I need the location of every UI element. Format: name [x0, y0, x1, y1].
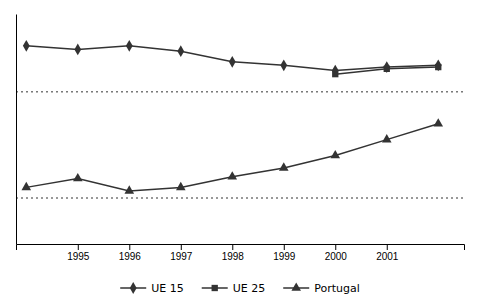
legend-label: UE 25 — [233, 282, 266, 295]
data-point — [177, 45, 184, 57]
tick-mark — [181, 244, 182, 250]
x-tick: 1996 — [119, 244, 142, 262]
data-point — [227, 171, 237, 179]
tick-label: 1997 — [170, 251, 193, 262]
data-point — [383, 61, 390, 73]
x-tick: 2001 — [376, 244, 399, 262]
data-point — [73, 173, 83, 181]
chart: 1995 1996 1997 1998 1999 2000 2001 UE 15 UE 25 Po… — [0, 0, 480, 306]
data-point — [435, 64, 441, 70]
legend-label: Portugal — [314, 282, 360, 295]
tick-label: 1995 — [67, 251, 90, 262]
tick-mark — [284, 244, 285, 250]
plot: 1995 1996 1997 1998 1999 2000 2001 — [16, 15, 465, 263]
tick-mark — [129, 244, 130, 250]
series-line — [26, 46, 438, 71]
tick-label: 2001 — [376, 251, 399, 262]
y-axis — [16, 15, 17, 245]
reference-line — [16, 198, 464, 199]
x-tick: 2000 — [325, 244, 348, 262]
legend: UE 15 UE 25 Portugal — [120, 282, 360, 295]
tick-label: 1999 — [273, 251, 296, 262]
legend-label: UE 15 — [151, 282, 184, 295]
data-point — [433, 118, 443, 126]
legend-item: UE 25 — [202, 282, 266, 295]
legend-marker — [130, 282, 137, 294]
data-point — [330, 150, 340, 158]
x-axis: 1995 1996 1997 1998 1999 2000 2001 — [17, 244, 465, 262]
x-tick: 1999 — [273, 244, 296, 262]
data-point — [279, 162, 289, 170]
x-tick: 1997 — [170, 244, 193, 262]
data-point — [74, 43, 81, 55]
data-point — [332, 65, 339, 77]
data-point — [332, 71, 338, 77]
tick-label: 1996 — [119, 251, 142, 262]
data-point — [280, 59, 287, 71]
legend-marker — [212, 285, 218, 291]
x-tick: 1998 — [222, 244, 245, 262]
legend-marker — [291, 282, 301, 290]
tick-mark — [335, 244, 336, 250]
series-line — [26, 124, 438, 191]
tick-mark — [387, 244, 388, 250]
data-point — [384, 66, 390, 72]
data-point — [176, 182, 186, 190]
data-point — [229, 56, 236, 68]
data-point — [23, 40, 30, 52]
x-tick: 1995 — [67, 244, 90, 262]
data-point — [21, 182, 31, 190]
legend-item: Portugal — [283, 282, 360, 295]
data-point — [435, 59, 442, 71]
reference-line — [16, 91, 464, 92]
axis-domain — [17, 245, 465, 251]
tick-label: 1998 — [222, 251, 245, 262]
data-point — [382, 134, 392, 142]
tick-mark — [78, 244, 79, 250]
axis-domain — [16, 15, 17, 245]
data-point — [126, 40, 133, 52]
marks — [16, 40, 464, 198]
legend-item: UE 15 — [120, 282, 184, 295]
data-point — [124, 185, 134, 193]
tick-label: 2000 — [325, 251, 348, 262]
tick-mark — [232, 244, 233, 250]
